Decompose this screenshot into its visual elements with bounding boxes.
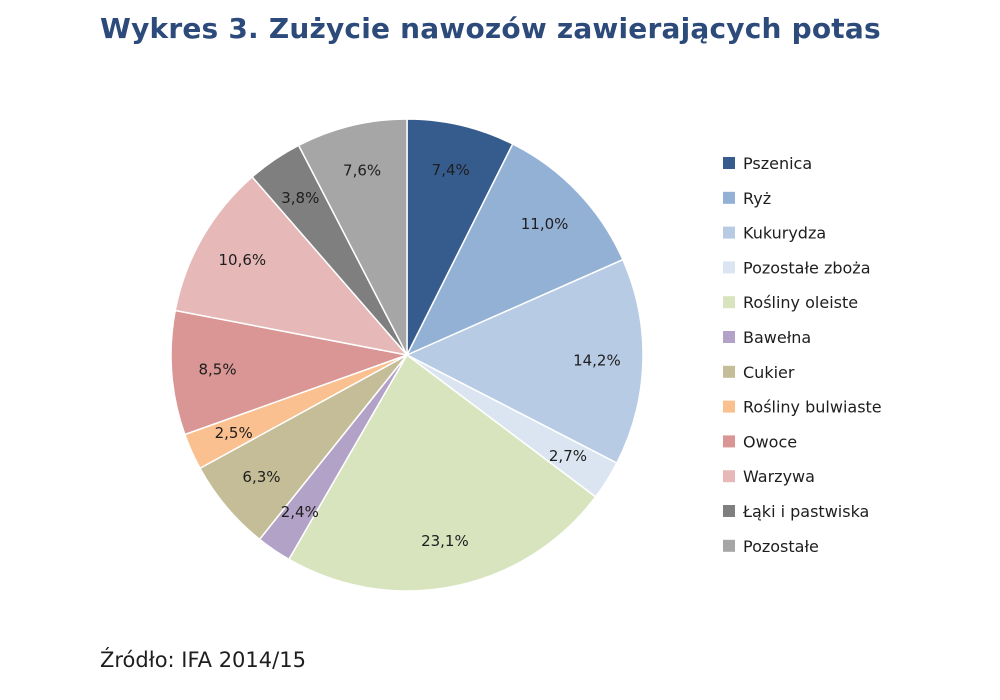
legend-swatch [723, 331, 735, 343]
legend-swatch [723, 261, 735, 274]
legend-swatch [723, 365, 735, 378]
pie-slice [405, 258, 644, 465]
legend-label: Rośliny oleiste [743, 293, 858, 312]
legend-swatch [723, 539, 735, 552]
pie-slice [405, 142, 624, 357]
legend-label: Warzywa [743, 467, 815, 486]
legend-label: Łąki i pastwiska [742, 502, 869, 521]
legend-swatch [723, 470, 735, 483]
pie-slice [170, 309, 410, 436]
legend-label: Rośliny bulwiaste [743, 398, 882, 417]
pie-slice [297, 118, 408, 356]
legend-label: Pszenica [743, 154, 812, 173]
legend-swatch [723, 296, 735, 309]
pie-slice [287, 353, 597, 592]
chart-title: Wykres 3. Zużycie nawozów zawierających … [100, 12, 881, 45]
data-label: 2,7% [549, 447, 587, 465]
data-label: 7,4% [432, 161, 470, 179]
legend-label: Pozostałe [743, 537, 819, 556]
data-label: 7,6% [343, 161, 381, 179]
data-label: 14,2% [573, 352, 621, 370]
data-label: 8,5% [199, 361, 237, 379]
pie-slice [174, 175, 409, 357]
legend-label: Ryż [743, 189, 771, 208]
data-label: 11,0% [521, 215, 569, 233]
legend-label: Kukurydza [743, 224, 826, 243]
legend-label: Owoce [743, 432, 797, 451]
legend-swatch [723, 435, 735, 448]
data-label: 6,3% [242, 468, 280, 486]
legend-swatch [723, 505, 735, 517]
source-note: Źródło: IFA 2014/15 [100, 648, 306, 672]
legend-swatch [723, 191, 735, 204]
pie-slices [170, 118, 644, 592]
data-label: 23,1% [421, 532, 469, 550]
pie-data-labels: 7,4% 11,0% 14,2% 2,7% 23,1% 2,4%6,3% 2,5% 8,5% 1… [199, 161, 621, 550]
legend: Pszenica Ryż Kukurydza Pozostałe zboża Rośli… [723, 154, 882, 556]
pie-slice [406, 118, 514, 356]
legend-swatch [723, 400, 735, 413]
legend-label: Bawełna [743, 328, 811, 347]
legend-label: Pozostałe zboża [743, 258, 871, 277]
legend-swatch [723, 226, 735, 239]
data-label: 10,6% [219, 251, 267, 269]
data-label: 2,4% [281, 503, 319, 521]
data-label: 2,5% [215, 424, 253, 442]
data-label: 3,8% [281, 189, 319, 207]
legend-swatch [723, 157, 735, 169]
legend-label: Cukier [743, 363, 795, 382]
